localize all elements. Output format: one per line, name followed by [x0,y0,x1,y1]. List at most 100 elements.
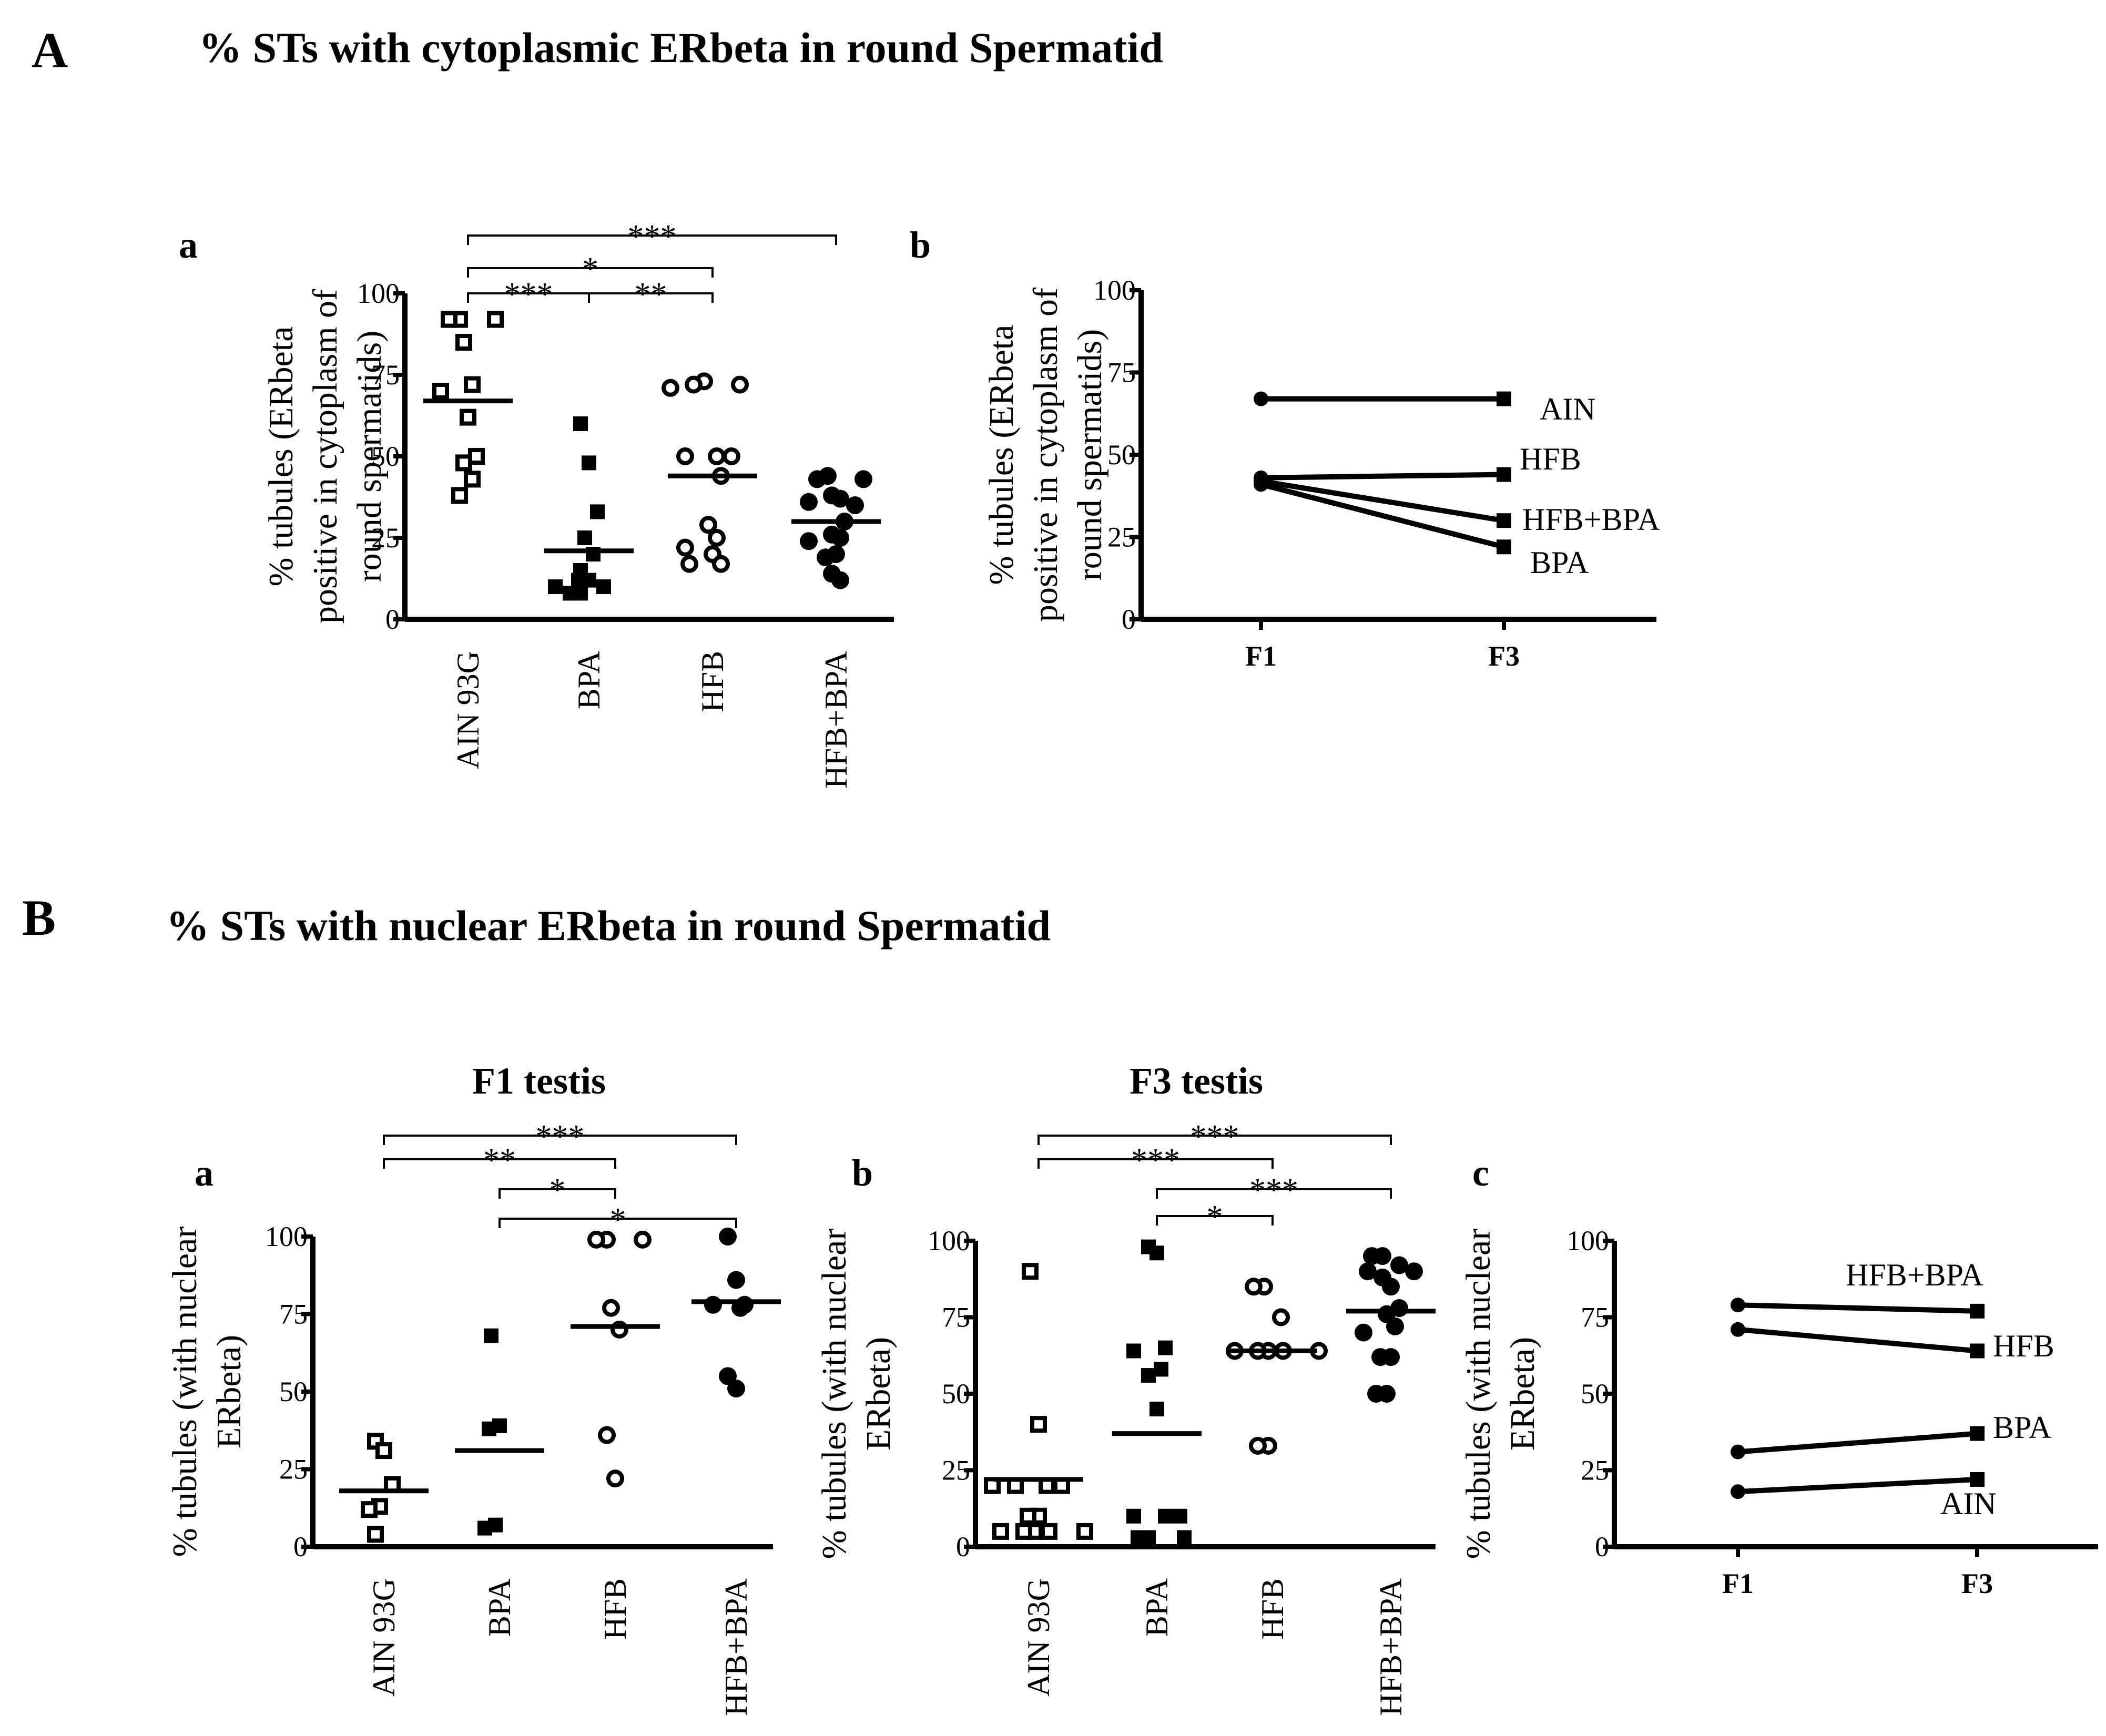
point-2-2 [731,375,749,394]
series-line-1 [1260,472,1504,481]
point-1-6 [1149,1402,1164,1417]
point-0-12 [1076,1523,1093,1540]
point-3-3 [704,1295,722,1314]
x-category-label-0: AIN 93G [451,651,485,769]
point-1-5 [1141,1368,1156,1383]
point-3-10 [1355,1323,1372,1342]
series-point-f3-0 [1497,391,1511,406]
point-3-14 [831,571,849,589]
x-tick-label-1: F3 [1488,640,1520,672]
sig-label-2: *** [504,277,553,312]
series-line-3 [1260,482,1505,550]
panel-label-B: B [22,890,56,946]
series-point-f1-1 [1731,1322,1745,1337]
subtitle: F3 testis [1130,1060,1263,1102]
y-tick-label-0: 0 [956,1531,970,1563]
x-category-label-1: BPA [1140,1578,1174,1637]
x-category-label-2: HFB [695,651,730,712]
point-3-1 [727,1271,745,1289]
y-axis-label-line-3: round spermatids) [350,331,389,582]
point-2-1 [587,1230,605,1249]
x-category-label-2: HFB [1255,1578,1290,1640]
series-label-3: BPA [1530,545,1589,580]
point-0-1 [375,1442,392,1459]
sig-bracket-1 [383,1158,616,1169]
series-point-f3-2 [1970,1426,1985,1441]
sig-label-0: *** [1191,1119,1239,1155]
point-1-2 [482,1421,496,1436]
sig-label-0: *** [628,219,677,254]
point-1-1 [582,455,596,471]
point-2-5 [598,1426,616,1444]
point-3-9 [831,529,849,547]
y-tick-label-100: 100 [1566,1225,1609,1257]
point-1-0 [573,416,588,431]
series-point-f3-1 [1497,467,1511,482]
point-2-6 [723,447,740,465]
point-0-11 [992,1523,1009,1540]
panel-label: b [852,1152,873,1194]
point-2-8 [699,516,717,534]
point-3-1 [808,470,826,488]
sig-label-3: * [610,1202,626,1238]
chart-B-c-nuclear-trend: 0 25 50 75 100 % tubules (with nuclear ERbeta)… [1459,1152,2098,1599]
y-axis-label-line-1: % tubules (with nuclear [166,1227,204,1557]
sig-bracket-2 [498,1188,616,1199]
x-tick-label-0: F1 [1722,1568,1754,1599]
point-0-5 [367,1526,384,1543]
series-line-2 [1260,478,1504,524]
y-tick-label-100: 100 [265,1221,308,1252]
point-0-1 [1030,1416,1047,1433]
y-tick-label-25: 25 [1581,1455,1609,1486]
point-3-4 [1405,1262,1423,1281]
point-1-4 [1154,1362,1168,1377]
point-3-12 [1371,1348,1389,1366]
y-axis-label-line-1: % tubules (ERbeta [982,325,1021,585]
point-0-9 [1015,1523,1032,1540]
point-2-12 [712,555,730,573]
y-tick-label-75: 75 [1107,357,1136,389]
point-0-5 [432,383,449,400]
sig-label-1: ** [483,1142,516,1178]
point-0-3 [455,334,472,351]
panel-label: c [1472,1152,1489,1194]
point-3-6 [1382,1278,1400,1296]
series-label-3: AIN [1940,1486,1997,1521]
series-label-2: HFB+BPA [1522,502,1660,537]
point-2-13 [680,555,698,573]
sig-label-1: * [582,251,598,287]
x-category-label-2: HFB [598,1578,633,1640]
point-0-6 [460,409,476,426]
sig-label-0: *** [536,1119,585,1155]
y-tick-label-25: 25 [942,1455,970,1486]
sig-bracket-1 [1037,1158,1274,1169]
series-point-f1-3 [1731,1484,1745,1499]
point-2-10 [676,538,694,557]
y-tick-label-0: 0 [385,604,400,635]
point-3-5 [800,493,818,511]
point-3-14 [1367,1385,1385,1403]
subtitle: F1 testis [472,1060,606,1102]
point-1-9 [548,579,563,594]
y-tick-label-100: 100 [1093,274,1136,306]
series-label-1: HFB [1520,442,1581,476]
y-axis-label-line-3: round spermatids) [1071,329,1109,580]
sig-bracket-0 [467,234,837,245]
series-point-f3-0 [1970,1303,1985,1319]
series-label-0: AIN [1540,392,1596,426]
point-0-0 [1022,1263,1039,1280]
point-1-2 [590,504,605,519]
y-tick-label-50: 50 [279,1376,308,1407]
point-3-1 [1363,1247,1381,1265]
point-0-5 [984,1477,1001,1494]
panel-label: b [910,224,931,266]
point-2-3 [602,1299,620,1317]
point-1-4 [477,1520,492,1536]
chart-B-a-f1-nuclear-scatter: 0 25 50 75 100 % tubules (with nuclear ERbeta)… [166,1060,781,1716]
point-0-10 [451,487,468,504]
panel-label: a [195,1152,213,1194]
point-2-1 [1245,1278,1263,1296]
point-2-9 [708,529,726,547]
